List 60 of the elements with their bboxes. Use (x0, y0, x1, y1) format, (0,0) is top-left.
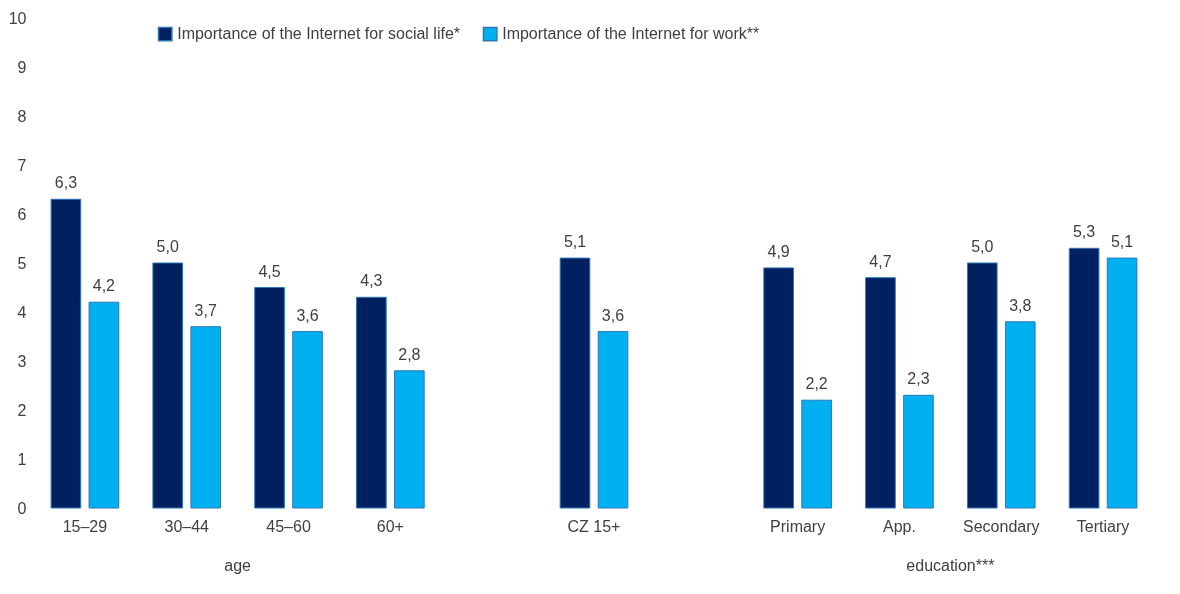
y-tick-label: 9 (17, 58, 27, 76)
data-label: 4,2 (92, 277, 116, 295)
bar (190, 326, 222, 509)
bar (50, 198, 82, 509)
bar (966, 262, 998, 509)
data-label: 2,3 (907, 370, 930, 388)
x-tick-label: Secondary (963, 517, 1040, 535)
data-label: 6,3 (54, 174, 78, 192)
x-tick-label: 60+ (376, 517, 404, 535)
data-label: 4,9 (767, 242, 790, 260)
bar (865, 277, 896, 509)
y-tick-label: 2 (17, 401, 27, 419)
data-label: 5,0 (971, 238, 994, 255)
bar (597, 331, 629, 509)
y-tick-label: 6 (17, 205, 27, 223)
y-tick-label: 8 (17, 107, 27, 125)
y-tick-label: 5 (17, 254, 27, 272)
bar (763, 267, 794, 509)
data-label: 3,7 (194, 301, 217, 319)
y-tick-label: 4 (17, 303, 27, 321)
bar (801, 399, 832, 509)
bar (292, 331, 323, 509)
data-label: 4,3 (360, 272, 383, 290)
y-tick-label: 10 (8, 9, 27, 27)
x-tick-label: CZ 15+ (567, 517, 621, 535)
data-label: 5,1 (1110, 233, 1134, 251)
data-label: 2,8 (398, 345, 421, 363)
x-tick-label: 15–29 (62, 517, 108, 535)
text: age (224, 557, 252, 574)
y-tick-label: 7 (17, 156, 27, 174)
data-label: 3,6 (296, 306, 319, 324)
data-label: 4,7 (869, 252, 892, 270)
bar (1106, 257, 1138, 509)
bar (559, 257, 591, 509)
data-label: 2,2 (805, 375, 828, 393)
data-label: 5,1 (563, 233, 587, 251)
data-label: 3,6 (601, 306, 625, 324)
bar (356, 296, 387, 509)
x-tick-label: Tertiary (1076, 517, 1130, 535)
bar (903, 394, 934, 509)
x-tick-label: 30–44 (164, 517, 210, 535)
x-tick-label: 45–60 (266, 517, 311, 535)
data-label: 4,5 (258, 262, 281, 280)
y-tick-label: 3 (17, 352, 27, 370)
data-label: 3,8 (1009, 296, 1032, 314)
bar (1068, 247, 1100, 509)
x-tick-label: App. (882, 517, 916, 535)
bar (254, 287, 285, 509)
data-label: 5,3 (1072, 223, 1096, 241)
legend-label: Importance of the Internet for work** (502, 25, 760, 43)
bar (152, 262, 184, 509)
bar (1004, 321, 1036, 509)
y-tick-label: 0 (17, 499, 27, 517)
legend-label: Importance of the Internet for social life* (177, 25, 461, 43)
bar (394, 370, 425, 509)
x-tick-label: Primary (770, 517, 826, 535)
data-label: 5,0 (156, 238, 179, 255)
bar (88, 301, 120, 509)
text: education*** (906, 557, 995, 574)
y-tick-label: 1 (17, 450, 27, 468)
